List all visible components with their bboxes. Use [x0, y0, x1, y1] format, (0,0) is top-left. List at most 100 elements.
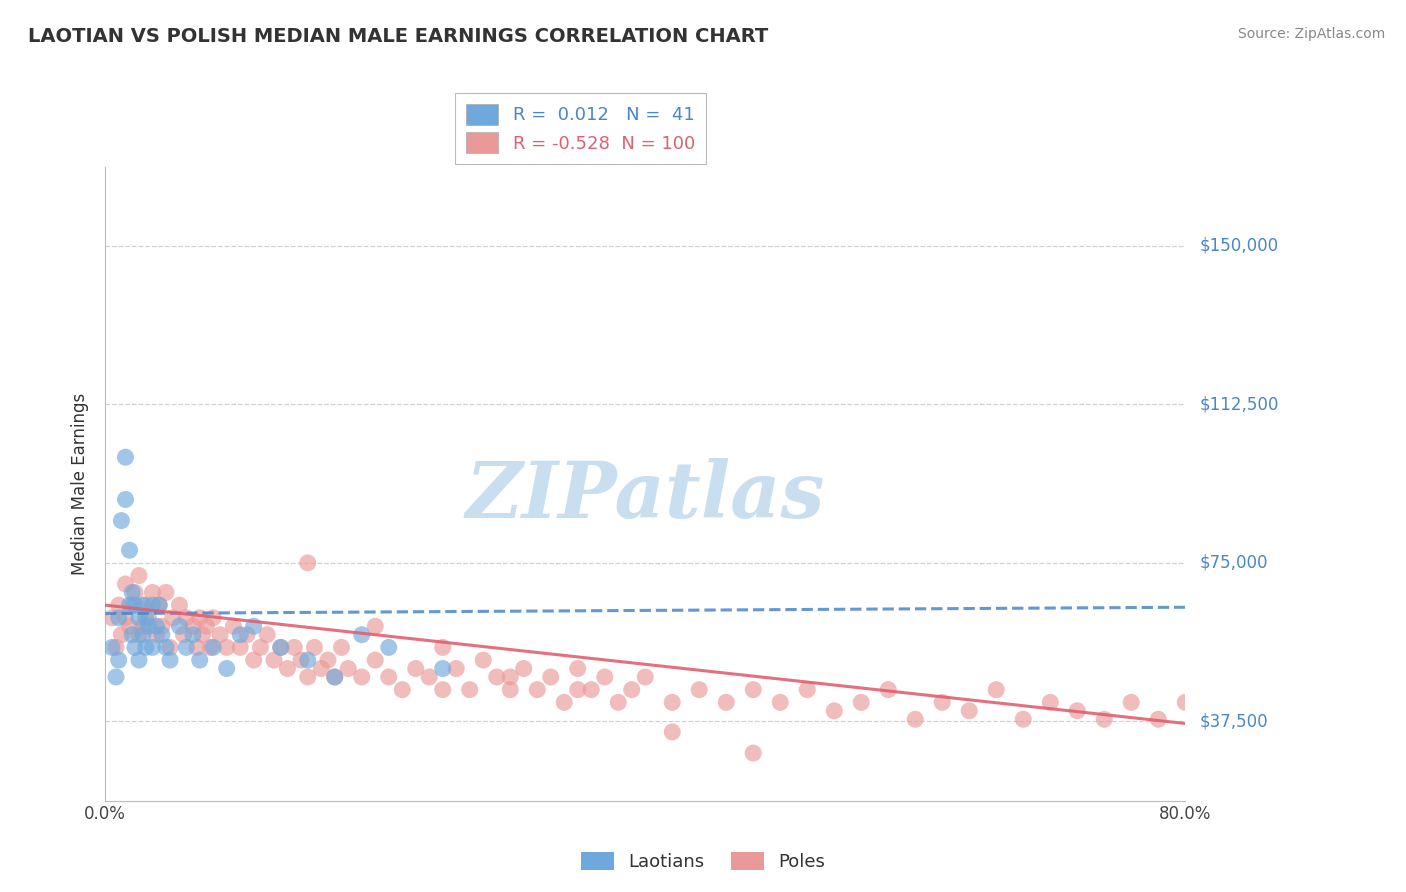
Point	[200, 640, 222, 655]
Point	[270, 640, 292, 655]
Point	[128, 628, 150, 642]
Point	[581, 682, 603, 697]
Point	[128, 653, 150, 667]
Point	[124, 585, 146, 599]
Point	[114, 450, 136, 465]
Point	[215, 640, 238, 655]
Point	[1174, 695, 1197, 709]
Point	[135, 640, 157, 655]
Point	[242, 619, 264, 633]
Point	[1092, 712, 1115, 726]
Point	[121, 628, 143, 642]
Point	[195, 619, 218, 633]
Point	[377, 670, 399, 684]
Point	[174, 640, 197, 655]
Point	[986, 682, 1008, 697]
Point	[276, 661, 298, 675]
Point	[1012, 712, 1035, 726]
Point	[186, 640, 208, 655]
Point	[208, 628, 231, 642]
Point	[229, 640, 252, 655]
Point	[323, 670, 346, 684]
Point	[432, 682, 454, 697]
Point	[107, 653, 129, 667]
Point	[458, 682, 481, 697]
Point	[499, 682, 522, 697]
Point	[114, 611, 136, 625]
Point	[364, 653, 387, 667]
Point	[229, 628, 252, 642]
Point	[128, 568, 150, 582]
Point	[202, 611, 225, 625]
Point	[1066, 704, 1088, 718]
Point	[444, 661, 467, 675]
Point	[159, 653, 181, 667]
Point	[391, 682, 413, 697]
Point	[124, 640, 146, 655]
Point	[904, 712, 927, 726]
Point	[118, 619, 141, 633]
Point	[169, 598, 191, 612]
Point	[249, 640, 271, 655]
Point	[567, 682, 589, 697]
Text: $37,500: $37,500	[1199, 713, 1268, 731]
Text: ZIPatlas: ZIPatlas	[465, 458, 825, 534]
Point	[688, 682, 710, 697]
Point	[138, 611, 160, 625]
Point	[270, 640, 292, 655]
Point	[309, 661, 332, 675]
Point	[297, 653, 319, 667]
Point	[145, 628, 167, 642]
Point	[135, 598, 157, 612]
Point	[316, 653, 339, 667]
Point	[1039, 695, 1062, 709]
Point	[1121, 695, 1143, 709]
Point	[283, 640, 305, 655]
Point	[350, 628, 373, 642]
Point	[128, 611, 150, 625]
Legend: Laotians, Poles: Laotians, Poles	[574, 845, 832, 879]
Point	[101, 640, 124, 655]
Point	[181, 619, 204, 633]
Point	[141, 598, 163, 612]
Point	[162, 611, 184, 625]
Point	[132, 628, 155, 642]
Point	[823, 704, 845, 718]
Point	[222, 619, 245, 633]
Point	[567, 661, 589, 675]
Point	[148, 598, 170, 612]
Point	[661, 695, 683, 709]
Point	[110, 514, 132, 528]
Point	[418, 670, 440, 684]
Point	[181, 628, 204, 642]
Point	[169, 619, 191, 633]
Point	[188, 611, 211, 625]
Point	[105, 640, 128, 655]
Point	[118, 598, 141, 612]
Point	[297, 556, 319, 570]
Point	[350, 670, 373, 684]
Point	[173, 628, 195, 642]
Point	[118, 543, 141, 558]
Point	[620, 682, 643, 697]
Point	[337, 661, 360, 675]
Point	[105, 670, 128, 684]
Point	[242, 653, 264, 667]
Point	[159, 640, 181, 655]
Point	[851, 695, 873, 709]
Point	[716, 695, 738, 709]
Point	[174, 611, 197, 625]
Point	[593, 670, 616, 684]
Point	[405, 661, 427, 675]
Point	[148, 598, 170, 612]
Point	[1147, 712, 1170, 726]
Point	[132, 619, 155, 633]
Point	[485, 670, 508, 684]
Text: $75,000: $75,000	[1199, 554, 1268, 572]
Point	[877, 682, 900, 697]
Point	[121, 598, 143, 612]
Point	[304, 640, 326, 655]
Point	[202, 640, 225, 655]
Point	[769, 695, 792, 709]
Point	[114, 492, 136, 507]
